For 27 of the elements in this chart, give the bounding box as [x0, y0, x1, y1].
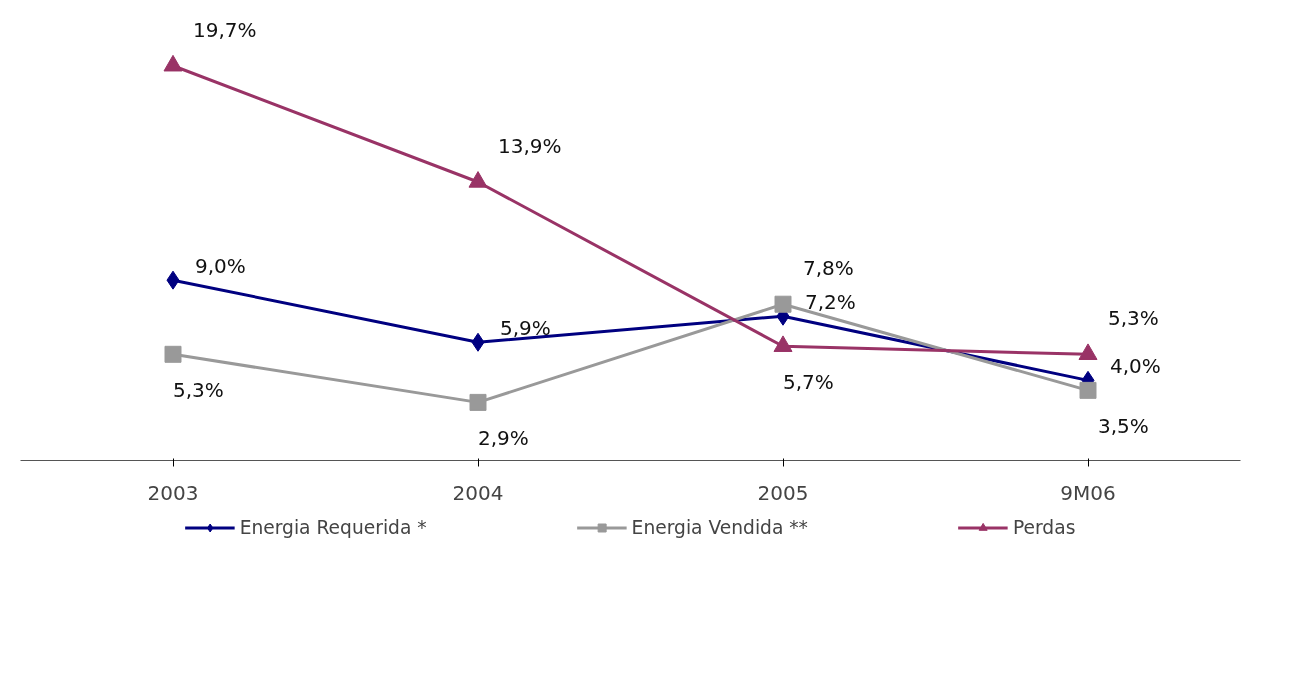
data-label: 19,7%: [193, 17, 257, 42]
point: [469, 393, 487, 411]
data-label: 5,7%: [783, 370, 834, 395]
data-label: 4,0%: [1110, 354, 1161, 379]
data-label: 7,8%: [803, 256, 854, 281]
data-label: 7,2%: [805, 290, 856, 315]
point: [166, 270, 180, 290]
legend-label: Energia Requerida *: [239, 516, 427, 538]
data-label: 2,9%: [478, 426, 529, 451]
point: [468, 171, 488, 188]
legend-label: Energia Vendida **: [631, 516, 808, 538]
x-tick-label: 9M06: [1060, 480, 1116, 505]
x-tick-label: 2004: [452, 480, 504, 505]
point: [774, 295, 792, 313]
data-label: 5,3%: [1108, 306, 1159, 331]
x-tick-label: 2003: [147, 480, 199, 505]
x-tick-label: 2005: [757, 480, 809, 505]
data-label: 3,5%: [1098, 414, 1149, 439]
data-label: 5,3%: [173, 378, 224, 403]
point: [471, 332, 485, 352]
legend-label: Perdas: [1012, 516, 1076, 538]
data-label: 9,0%: [195, 254, 246, 279]
data-label: 5,9%: [500, 316, 551, 341]
data-label: 13,9%: [498, 133, 562, 158]
point: [1079, 381, 1097, 399]
point: [163, 54, 183, 72]
point: [164, 345, 182, 363]
